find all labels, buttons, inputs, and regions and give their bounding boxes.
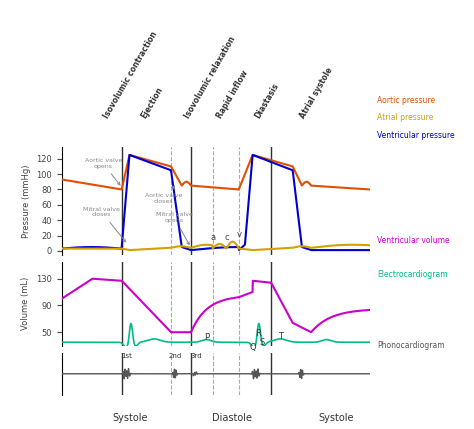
- Text: c: c: [224, 233, 229, 242]
- Text: 1st: 1st: [121, 353, 132, 359]
- Text: Diastole: Diastole: [212, 413, 252, 423]
- Text: Ventricular volume: Ventricular volume: [377, 236, 449, 245]
- Text: Ventricular pressure: Ventricular pressure: [377, 131, 455, 139]
- Text: Q: Q: [250, 343, 256, 352]
- Text: P: P: [204, 333, 209, 342]
- Text: Systole: Systole: [113, 413, 148, 423]
- Text: 2nd: 2nd: [169, 353, 182, 359]
- Text: Isovolumic contraction: Isovolumic contraction: [102, 30, 159, 120]
- Text: v: v: [236, 230, 241, 239]
- Y-axis label: Volume (mL): Volume (mL): [21, 277, 30, 330]
- Text: 3rd: 3rd: [191, 353, 202, 359]
- Text: Phonocardiogram: Phonocardiogram: [377, 341, 445, 350]
- Text: T: T: [278, 332, 283, 341]
- Text: a: a: [210, 233, 215, 242]
- Text: Aortic valve
closes: Aortic valve closes: [145, 186, 182, 203]
- Text: Isovolumic relaxation: Isovolumic relaxation: [182, 35, 237, 120]
- Text: Mitral valve
opens: Mitral valve opens: [155, 212, 192, 245]
- Text: Systole: Systole: [319, 413, 354, 423]
- Text: S: S: [260, 338, 265, 347]
- Text: Ejection: Ejection: [140, 85, 165, 120]
- Text: Rapid inflow: Rapid inflow: [216, 69, 250, 120]
- Text: Electrocardiogram: Electrocardiogram: [377, 270, 447, 279]
- Text: Aortic valve
opens: Aortic valve opens: [84, 158, 122, 185]
- Y-axis label: Pressure (mmHg): Pressure (mmHg): [22, 164, 31, 238]
- Text: Aortic pressure: Aortic pressure: [377, 97, 435, 105]
- Text: Atrial systole: Atrial systole: [299, 66, 335, 120]
- Text: Mitral valve
closes: Mitral valve closes: [83, 206, 126, 242]
- Text: Atrial pressure: Atrial pressure: [377, 114, 433, 122]
- Text: Diastasis: Diastasis: [254, 82, 281, 120]
- Text: R: R: [255, 329, 261, 338]
